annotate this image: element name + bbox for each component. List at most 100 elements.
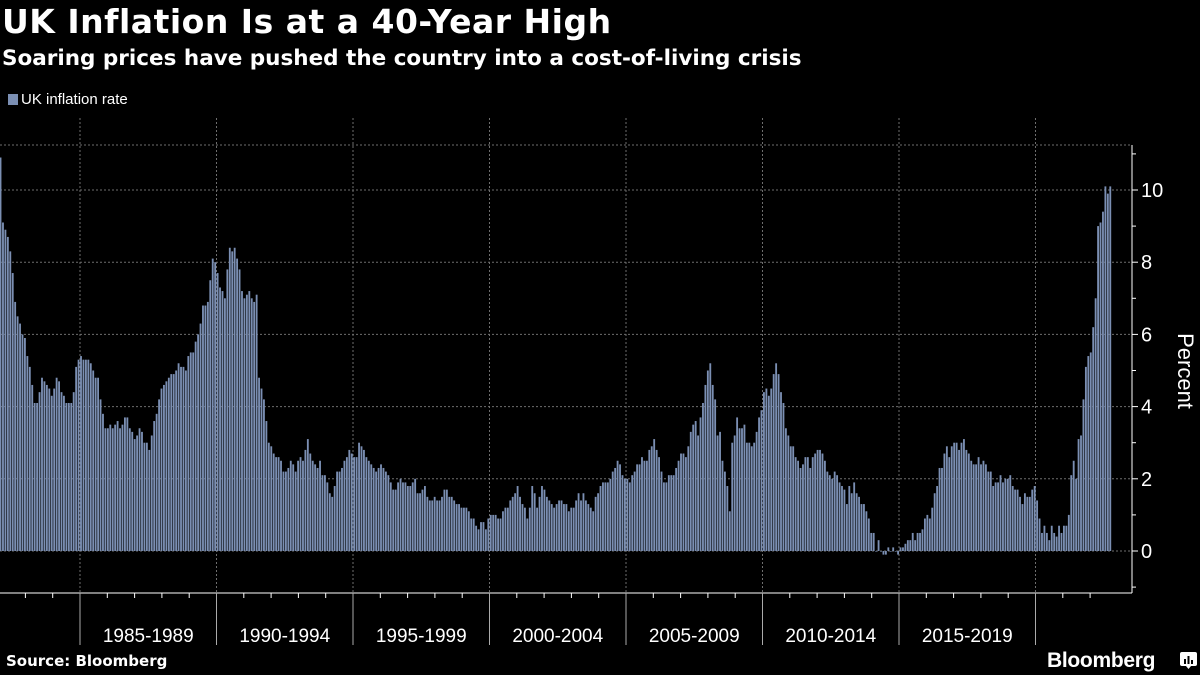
x-tick-label: 2005-2009 bbox=[649, 626, 740, 647]
bar bbox=[826, 471, 829, 551]
bar bbox=[260, 388, 263, 551]
bar bbox=[636, 464, 639, 551]
bar bbox=[758, 417, 760, 551]
bar bbox=[528, 507, 531, 551]
bar bbox=[326, 482, 329, 551]
bar bbox=[43, 381, 46, 551]
bar bbox=[633, 471, 636, 551]
bar bbox=[914, 540, 917, 551]
bar bbox=[838, 482, 841, 551]
bar bbox=[1031, 489, 1034, 551]
bar bbox=[158, 399, 160, 551]
bar bbox=[919, 532, 921, 551]
bar bbox=[77, 359, 80, 551]
bar bbox=[397, 482, 400, 551]
y-tick-label: 10 bbox=[1141, 180, 1163, 202]
bar bbox=[570, 507, 573, 551]
bar bbox=[333, 486, 336, 551]
bar bbox=[553, 507, 556, 551]
bar bbox=[38, 392, 41, 551]
bar bbox=[1102, 211, 1104, 551]
bar bbox=[248, 291, 251, 551]
bar bbox=[258, 377, 260, 551]
bar bbox=[587, 504, 590, 551]
bar bbox=[780, 392, 782, 551]
bar bbox=[799, 467, 802, 551]
bar bbox=[1021, 504, 1024, 551]
bar bbox=[450, 496, 453, 551]
bar bbox=[253, 301, 256, 551]
bar bbox=[1097, 226, 1099, 551]
bar bbox=[760, 410, 763, 551]
bar bbox=[228, 247, 231, 551]
y-tick-label: 2 bbox=[1141, 469, 1152, 491]
bar bbox=[441, 496, 443, 551]
bar bbox=[814, 453, 817, 551]
bar bbox=[831, 478, 834, 551]
bar bbox=[987, 471, 990, 551]
bar bbox=[304, 449, 307, 551]
bar bbox=[280, 460, 282, 551]
bar bbox=[1109, 186, 1112, 551]
bar bbox=[80, 356, 82, 551]
bar bbox=[802, 464, 804, 551]
bar bbox=[24, 338, 26, 551]
bar bbox=[365, 457, 368, 551]
bar bbox=[1077, 439, 1080, 551]
bar bbox=[363, 449, 365, 551]
bar bbox=[224, 298, 226, 551]
bar bbox=[341, 467, 343, 551]
bar bbox=[887, 547, 890, 551]
bar bbox=[670, 475, 673, 551]
bar bbox=[445, 489, 448, 551]
bar bbox=[602, 482, 604, 551]
bar bbox=[433, 496, 436, 551]
bar bbox=[1072, 460, 1075, 551]
bar bbox=[406, 486, 409, 551]
bar bbox=[897, 551, 899, 555]
y-axis-title: Percent bbox=[1173, 333, 1198, 409]
bar bbox=[460, 507, 463, 551]
bar bbox=[448, 496, 451, 551]
bar bbox=[867, 518, 870, 551]
bar bbox=[392, 489, 395, 551]
bar bbox=[999, 475, 1002, 551]
bar bbox=[48, 388, 51, 551]
bar bbox=[343, 460, 346, 551]
bar bbox=[75, 366, 78, 551]
bar bbox=[648, 449, 651, 551]
bar bbox=[270, 446, 273, 551]
bar bbox=[338, 471, 341, 551]
bar bbox=[938, 467, 941, 551]
bar bbox=[565, 504, 568, 551]
bar bbox=[138, 428, 141, 551]
bar bbox=[297, 460, 300, 551]
bar bbox=[250, 298, 253, 551]
bar bbox=[509, 500, 512, 551]
bar bbox=[245, 294, 248, 551]
bar bbox=[684, 457, 687, 551]
bar bbox=[133, 439, 136, 551]
bar bbox=[477, 529, 480, 551]
bar bbox=[375, 471, 378, 551]
bar bbox=[306, 439, 309, 551]
bar bbox=[1023, 493, 1026, 551]
bar bbox=[480, 522, 482, 551]
bar bbox=[1092, 327, 1095, 551]
bar bbox=[50, 395, 53, 551]
bar bbox=[872, 532, 875, 551]
bar bbox=[194, 341, 197, 551]
bar bbox=[558, 500, 560, 551]
bar bbox=[858, 496, 860, 551]
bar bbox=[582, 493, 585, 551]
bar bbox=[231, 251, 234, 551]
bar bbox=[916, 532, 919, 551]
bar bbox=[70, 402, 73, 551]
bar bbox=[631, 475, 634, 551]
bar bbox=[650, 446, 653, 551]
bar bbox=[906, 540, 909, 551]
bar bbox=[950, 446, 953, 551]
bar bbox=[848, 486, 851, 551]
bar bbox=[453, 500, 456, 551]
bar bbox=[6, 236, 9, 551]
